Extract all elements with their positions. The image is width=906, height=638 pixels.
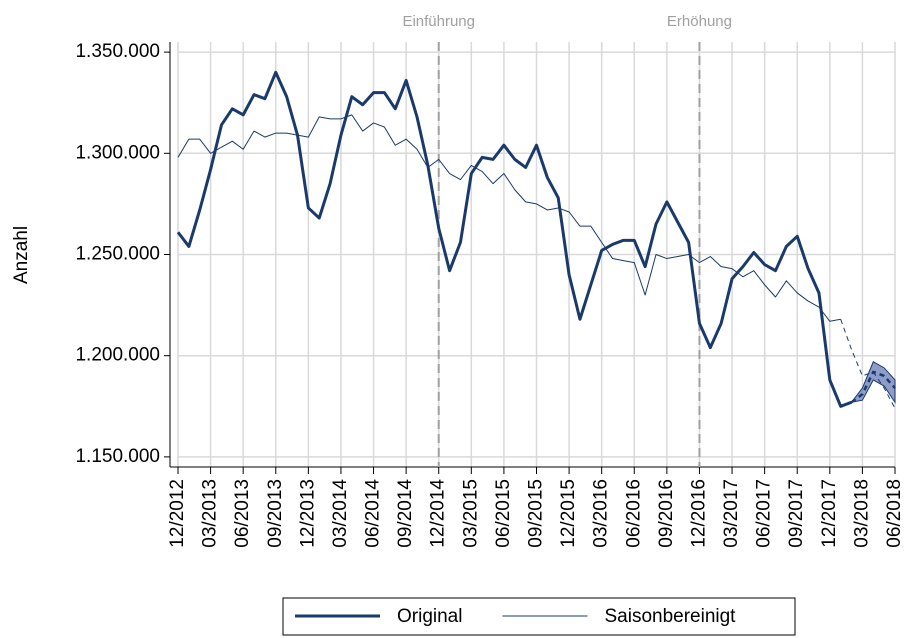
x-tick-label: 12/2014 — [428, 479, 449, 548]
x-tick-label: 03/2017 — [721, 479, 742, 548]
x-tick-label: 12/2013 — [297, 479, 318, 548]
x-tick-label: 03/2016 — [591, 479, 612, 548]
y-tick-label: 1.300.000 — [75, 142, 160, 163]
x-tick-label: 06/2014 — [363, 479, 384, 548]
x-tick-label: 12/2016 — [688, 479, 709, 548]
x-tick-label: 09/2015 — [526, 479, 547, 548]
x-tick-label: 03/2014 — [330, 479, 351, 548]
legend-label: Original — [397, 606, 462, 627]
x-tick-label: 03/2015 — [460, 479, 481, 548]
x-tick-label: 09/2016 — [656, 479, 677, 548]
annotation: Erhöhung — [667, 13, 732, 30]
x-tick-label: 03/2013 — [200, 479, 221, 548]
x-tick-label: 06/2018 — [884, 479, 905, 548]
line — [840, 319, 896, 409]
x-tick-label: 12/2017 — [819, 479, 840, 548]
line — [177, 114, 841, 322]
y-tick-label: 1.200.000 — [75, 345, 160, 366]
y-tick-label: 1.350.000 — [75, 41, 160, 62]
x-tick-label: 12/2015 — [558, 479, 579, 548]
y-tick-label: 1.150.000 — [75, 446, 160, 467]
legend-label: Saisonbereinigt — [604, 606, 736, 627]
x-tick-label: 09/2013 — [265, 479, 286, 548]
x-tick-label: 12/2012 — [167, 479, 188, 548]
annotation: Einführung — [402, 13, 475, 30]
x-tick-label: 09/2014 — [395, 479, 416, 548]
x-tick-label: 06/2016 — [623, 479, 644, 548]
line — [176, 70, 853, 408]
x-tick-label: 06/2013 — [232, 479, 253, 548]
legend-box — [282, 597, 796, 636]
x-tick-label: 06/2017 — [754, 479, 775, 548]
y-axis-label: Anzahl — [11, 226, 32, 284]
confidence-band — [850, 361, 896, 404]
x-tick-label: 03/2018 — [851, 479, 872, 548]
x-tick-label: 09/2017 — [786, 479, 807, 548]
y-tick-label: 1.250.000 — [75, 244, 160, 265]
x-tick-label: 06/2015 — [493, 479, 514, 548]
